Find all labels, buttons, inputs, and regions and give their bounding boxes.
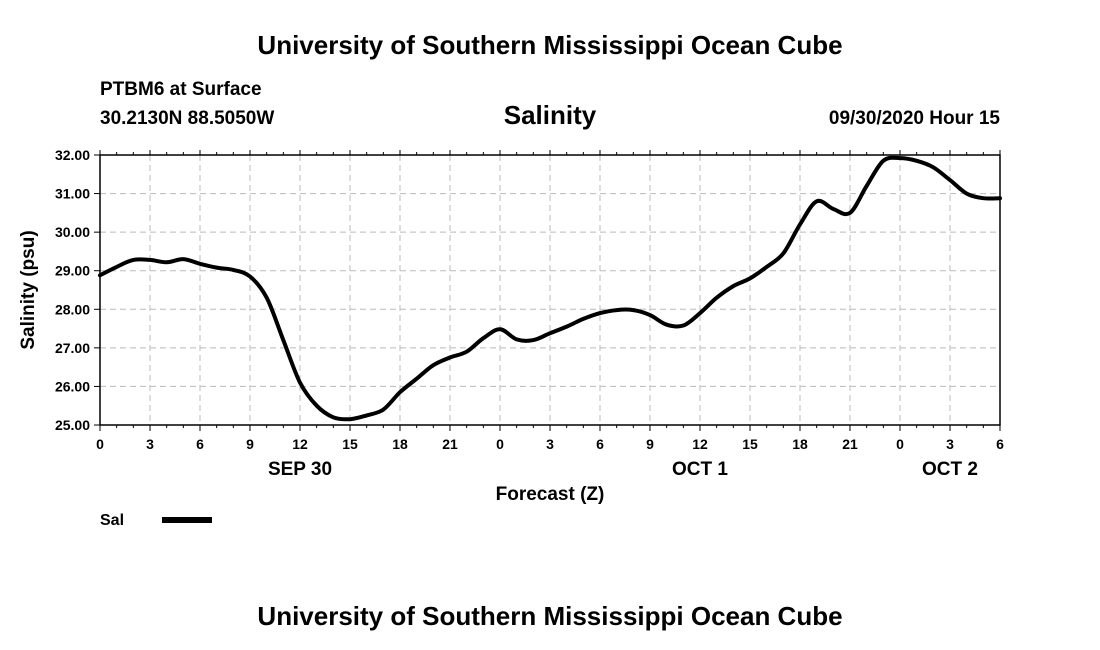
top-title: University of Southern Mississippi Ocean… — [257, 30, 842, 60]
x-tick-label: 15 — [342, 436, 358, 452]
x-tick-labels: 0 3 6 9 12 15 18 21 0 3 6 9 12 15 18 21 0 3 6 — [96, 436, 1004, 452]
x-tick-label: 6 — [996, 436, 1004, 452]
y-tick-labels: 25.00 26.00 27.00 28.00 29.00 30.00 31.00 32.00 — [55, 147, 90, 433]
y-tick-label: 29.00 — [55, 263, 90, 279]
coordinates-label: 30.2130N 88.5050W — [100, 108, 274, 129]
x-tick-label: 18 — [392, 436, 408, 452]
y-tick-label: 31.00 — [55, 186, 90, 202]
y-axis-label: Salinity (psu) — [18, 230, 39, 349]
chart-title: Salinity — [504, 100, 597, 130]
x-tick-label: 21 — [842, 436, 858, 452]
x-tick-label: 21 — [442, 436, 458, 452]
y-tick-label: 32.00 — [55, 147, 90, 163]
y-tick-label: 30.00 — [55, 224, 90, 240]
ticks — [94, 150, 1001, 431]
date-label: OCT 2 — [922, 459, 978, 480]
x-tick-label: 18 — [792, 436, 808, 452]
x-tick-label: 15 — [742, 436, 758, 452]
x-tick-label: 12 — [292, 436, 308, 452]
y-tick-label: 26.00 — [55, 378, 90, 394]
datetime-label: 09/30/2020 Hour 15 — [829, 108, 1001, 129]
station-label: PTBM6 at Surface — [100, 79, 262, 100]
date-labels: SEP 30 OCT 1 OCT 2 — [268, 459, 978, 480]
bottom-title: University of Southern Mississippi Ocean… — [257, 601, 842, 631]
x-tick-label: 9 — [246, 436, 254, 452]
x-tick-label: 3 — [146, 436, 154, 452]
x-tick-label: 6 — [196, 436, 204, 452]
x-tick-label: 12 — [692, 436, 708, 452]
y-tick-label: 27.00 — [55, 340, 90, 356]
x-tick-label: 6 — [596, 436, 604, 452]
x-tick-label: 0 — [496, 436, 504, 452]
x-tick-label: 9 — [646, 436, 654, 452]
x-tick-label: 3 — [546, 436, 554, 452]
y-tick-label: 28.00 — [55, 301, 90, 317]
date-label: OCT 1 — [672, 459, 728, 480]
x-tick-label: 0 — [96, 436, 104, 452]
x-tick-label: 0 — [896, 436, 904, 452]
legend-label-sal: Sal — [100, 512, 124, 529]
date-label: SEP 30 — [268, 459, 332, 480]
grid — [100, 155, 1000, 425]
x-axis-label: Forecast (Z) — [496, 484, 605, 505]
series-line-sal — [98, 155, 1002, 422]
y-tick-label: 25.00 — [55, 417, 90, 433]
x-tick-label: 3 — [946, 436, 954, 452]
